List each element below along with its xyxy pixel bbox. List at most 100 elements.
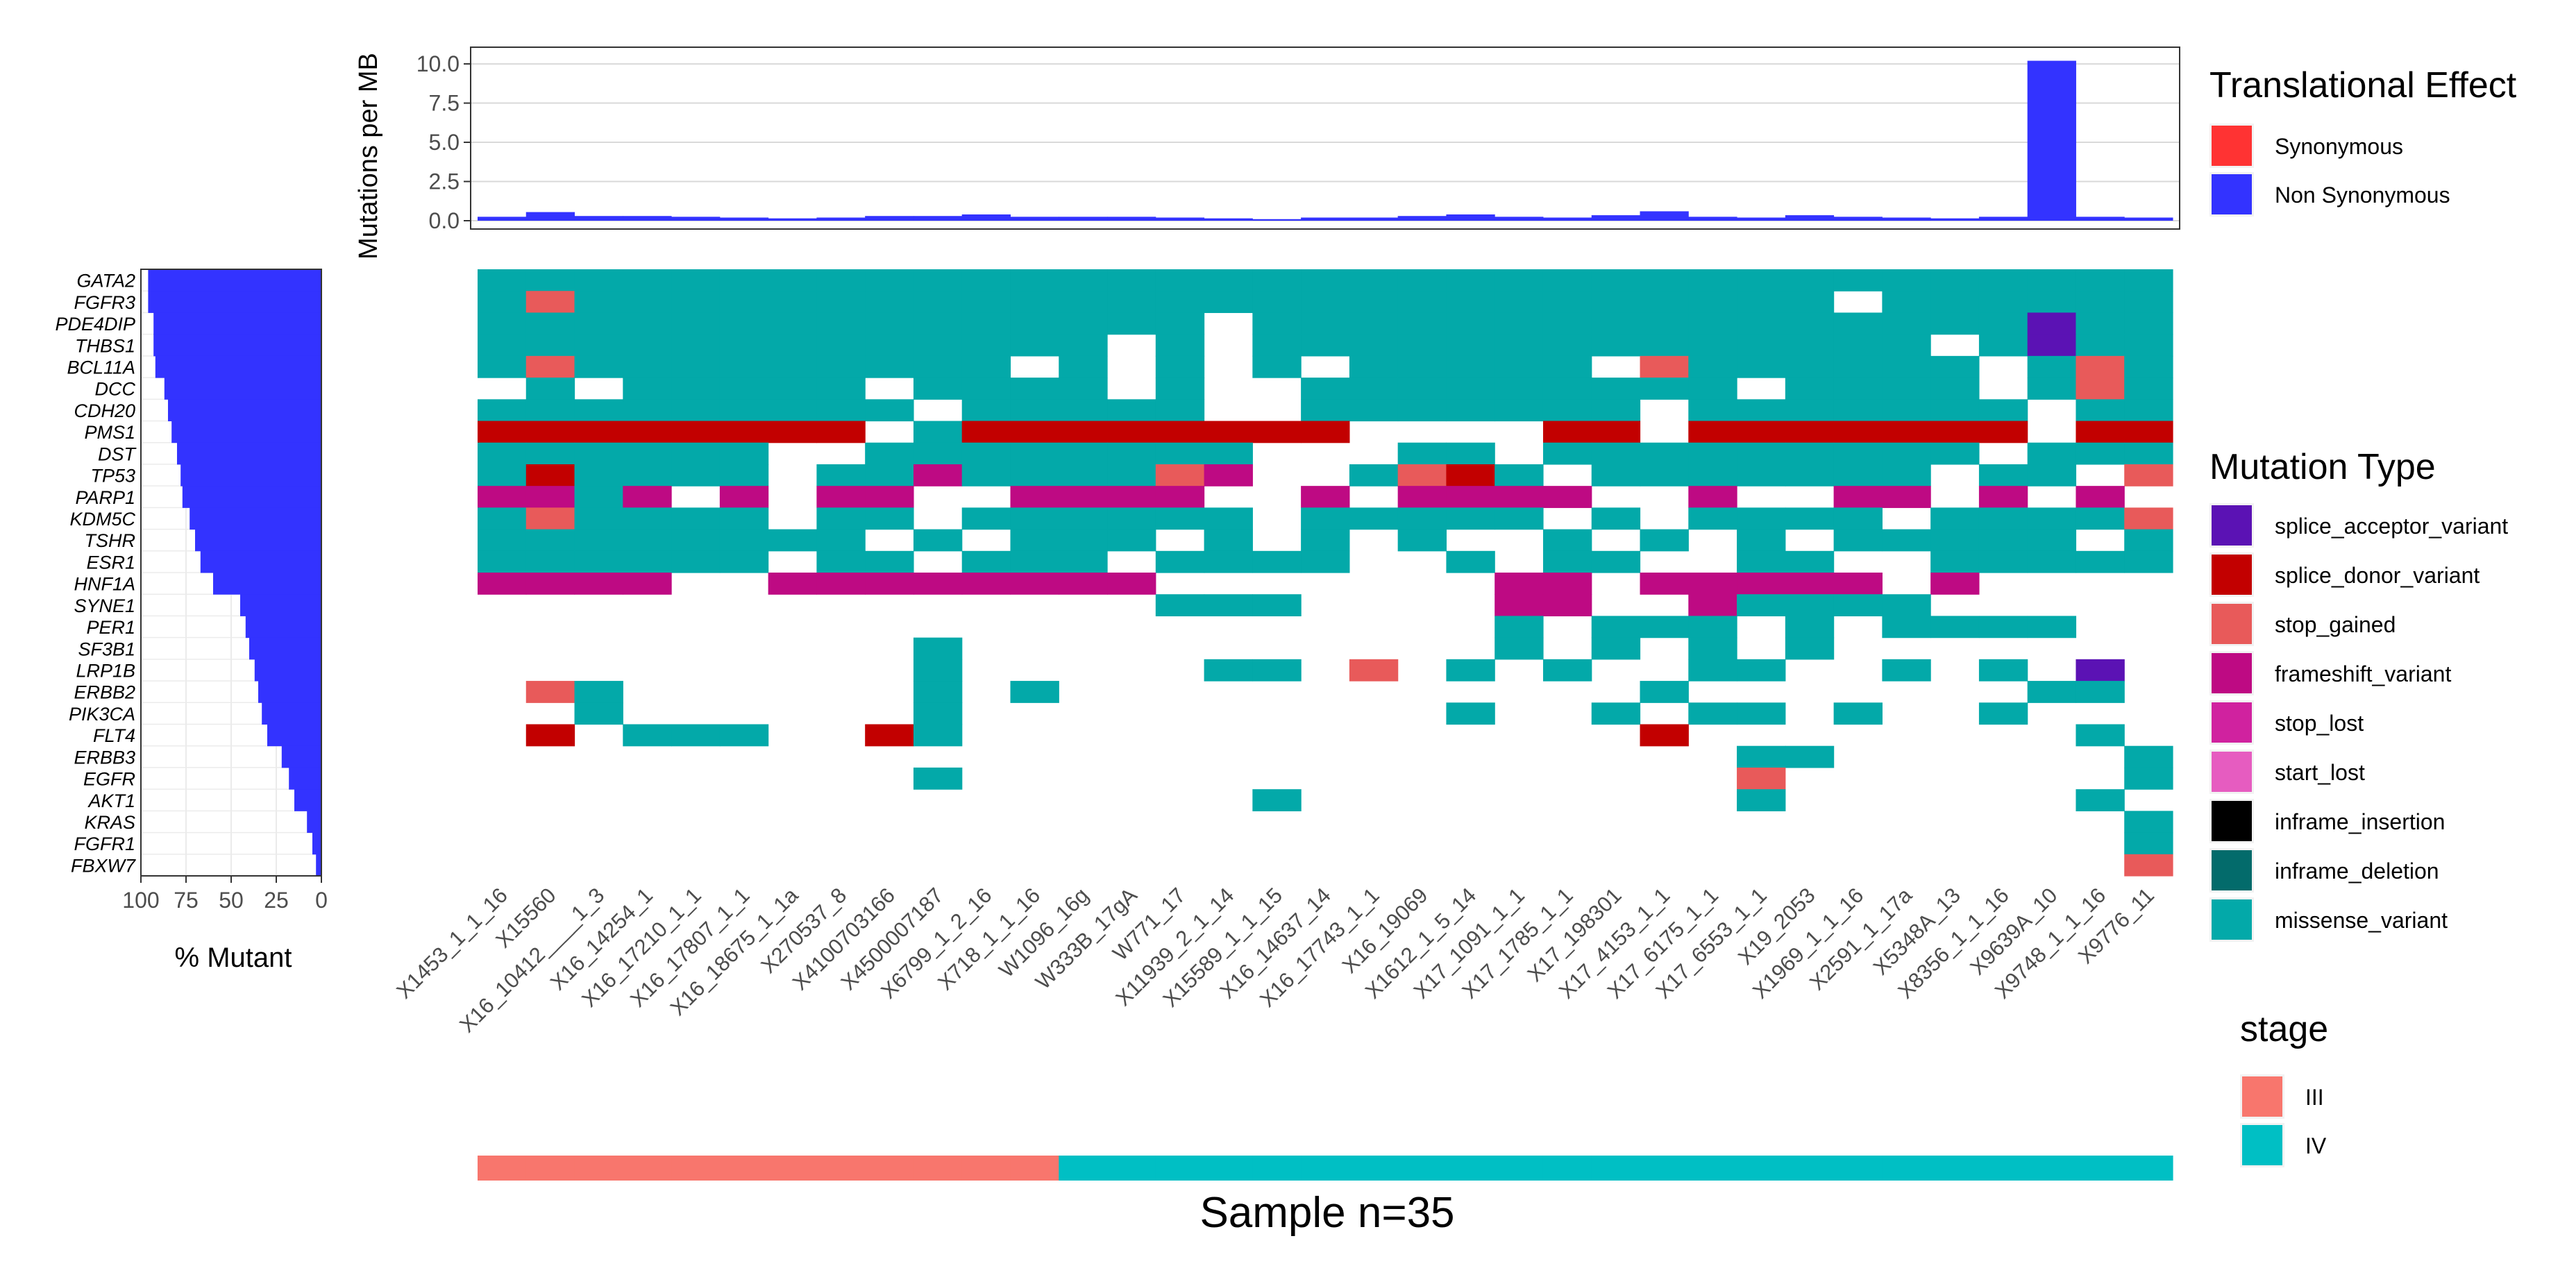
heatmap-cell-PMS1-30 [1930, 421, 1980, 443]
percent-bar-ERBB2 [258, 681, 321, 703]
percent-tick-label: 0 [315, 888, 328, 913]
heatmap-cell-BCL11A-32 [2027, 355, 2077, 378]
heatmap-cell-HNF1A-26 [1737, 573, 1786, 595]
heatmap-cell-GATA2-14 [1155, 269, 1205, 291]
heatmap-cell-DST-34 [2124, 442, 2173, 465]
heatmap-cell-PDE4DIP-12 [1059, 312, 1108, 335]
heatmap-cell-DCC-11 [1010, 378, 1059, 400]
heatmap-cell-PMS1-9 [913, 421, 963, 443]
heatmap-cell-BCL11A-20 [1446, 355, 1495, 378]
burden-bar-X11939_2_1_14 [1204, 218, 1253, 221]
heatmap-cell-GATA2-16 [1252, 269, 1302, 291]
heatmap-cell-ESR1-34 [2124, 550, 2173, 573]
gene-label: FBXW7 [71, 855, 136, 876]
heatmap-cell-DCC-33 [2076, 378, 2125, 400]
heatmap-cell-DST-11 [1010, 442, 1059, 465]
heatmap-cell-KDM5C-11 [1010, 507, 1059, 530]
gene-label: PDE4DIP [55, 314, 135, 335]
gene-label: THBS1 [75, 335, 135, 356]
heatmap-cell-TP53-28 [1833, 464, 1883, 487]
heatmap-cell-DST-33 [2076, 442, 2125, 465]
heatmap-cell-ERBB2-32 [2027, 681, 2077, 703]
heatmap-cell-ESR1-12 [1059, 550, 1108, 573]
mutation-legend-swatch [2212, 653, 2252, 693]
heatmap-cell-FGFR3-18 [1349, 291, 1399, 314]
heatmap-cell-THBS1-5 [719, 334, 769, 357]
heatmap-cell-BCL11A-18 [1349, 355, 1399, 378]
heatmap-cell-DCC-9 [913, 378, 963, 400]
heatmap-cell-PDE4DIP-21 [1495, 312, 1544, 335]
heatmap-cell-PDE4DIP-26 [1737, 312, 1786, 335]
gene-label: DCC [95, 379, 136, 400]
heatmap-cell-PMS1-3 [623, 421, 672, 443]
heatmap-cell-CDH20-22 [1542, 399, 1592, 422]
heatmap-cell-FLT4-33 [2076, 724, 2125, 747]
burden-bar-X15560 [525, 212, 575, 221]
heatmap-cell-DCC-22 [1542, 378, 1592, 400]
heatmap-cell-LRP1B-25 [1688, 659, 1737, 682]
heatmap-cell-TSHR-28 [1833, 529, 1883, 552]
heatmap-cell-ESR1-16 [1252, 550, 1302, 573]
heatmap-cell-BCL11A-22 [1542, 355, 1592, 378]
heatmap-cell-TSHR-22 [1542, 529, 1592, 552]
heatmap-cell-FGFR3-17 [1301, 291, 1350, 314]
gene-label: AKT1 [87, 791, 135, 811]
gene-label: KRAS [84, 812, 135, 833]
heatmap-cell-BCL11A-16 [1252, 355, 1302, 378]
heatmap-cell-FLT4-4 [671, 724, 721, 747]
heatmap-cell-DST-3 [623, 442, 672, 465]
heatmap-cell-HNF1A-25 [1688, 573, 1737, 595]
burden-bar-W333B_17gA [1107, 217, 1156, 221]
heatmap-cell-TSHR-24 [1640, 529, 1689, 552]
mutation-legend-swatch [2212, 801, 2252, 841]
heatmap-cell-TSHR-17 [1301, 529, 1350, 552]
heatmap-cell-GATA2-21 [1495, 269, 1544, 291]
heatmap-cell-PDE4DIP-3 [623, 312, 672, 335]
heatmap-cell-ESR1-10 [961, 550, 1011, 573]
heatmap-cell-FGFR3-6 [768, 291, 817, 314]
heatmap-cell-SYNE1-27 [1785, 594, 1835, 617]
heatmap-cell-KDM5C-15 [1204, 507, 1253, 530]
stage-cell-W771_17 [1155, 1156, 1205, 1181]
burden-bar-X9639A_10 [2027, 60, 2076, 221]
heatmap-cell-THBS1-25 [1688, 334, 1737, 357]
burden-bar-X17_1091_1_1 [1495, 217, 1544, 221]
heatmap-cell-ERBB2-33 [2076, 681, 2125, 703]
percent-bar-AKT1 [294, 789, 321, 811]
gene-label: ERBB3 [74, 747, 135, 768]
heatmap-cell-DST-14 [1155, 442, 1205, 465]
heatmap-cell-PIK3CA-28 [1833, 702, 1883, 725]
heatmap-cell-TP53-29 [1882, 464, 1931, 487]
heatmap-cell-PMS1-22 [1542, 421, 1592, 443]
heatmap-cell-THBS1-4 [671, 334, 721, 357]
heatmap-cell-CDH20-19 [1397, 399, 1447, 422]
heatmap-cell-BCL11A-8 [865, 355, 914, 378]
legends: Synonymous Non Synonymous splice_acceptor_… [2209, 124, 2508, 1167]
heatmap-cell-KDM5C-8 [865, 507, 914, 530]
heatmap-cell-PMS1-31 [1978, 421, 2028, 443]
heatmap-cell-FGFR3-13 [1107, 291, 1156, 314]
stage-cell-X16_17743_1_1 [1349, 1156, 1399, 1181]
heatmap-cell-THBS1-20 [1446, 334, 1495, 357]
heatmap-cell-FGFR3-23 [1591, 291, 1641, 314]
percent-bar-FLT4 [267, 724, 321, 747]
burden-bar-X4100703166 [865, 216, 914, 221]
heatmap-cell-PER1-23 [1591, 616, 1641, 639]
heatmap-cell-GATA2-23 [1591, 269, 1641, 291]
heatmap-cell-ESR1-15 [1204, 550, 1253, 573]
heatmap-cell-FGFR3-30 [1930, 291, 1980, 314]
heatmap-cell-TSHR-7 [816, 529, 866, 552]
heatmap-cell-DCC-27 [1785, 378, 1835, 400]
heatmap-cell-GATA2-12 [1059, 269, 1108, 291]
burden-bar-X16_19069 [1397, 216, 1447, 221]
heatmap-cell-KDM5C-30 [1930, 507, 1980, 530]
heatmap-cell-HNF1A-27 [1785, 573, 1835, 595]
heatmap-cell-ESR1-27 [1785, 550, 1835, 573]
stage-cell-X17_6175_1_1 [1688, 1156, 1737, 1181]
heatmap-cell-LRP1B-29 [1882, 659, 1931, 682]
heatmap-cell-TP53-7 [816, 464, 866, 487]
stage-legend-title: stage [2240, 1009, 2328, 1049]
gene-label: DST [98, 443, 137, 464]
heatmap-cell-GATA2-0 [478, 269, 527, 291]
heatmap-cell-PMS1-28 [1833, 421, 1883, 443]
